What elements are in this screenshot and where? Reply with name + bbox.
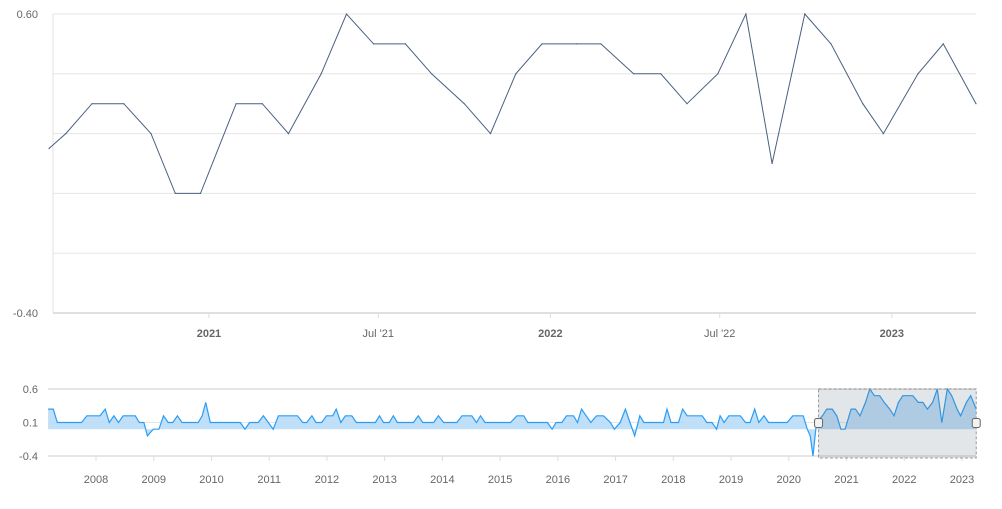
navigator-handle-left[interactable] (814, 418, 824, 428)
navigator-x-tick-label: 2012 (315, 474, 339, 486)
data-point (174, 192, 176, 194)
y-tick-label: -0.40 (13, 308, 38, 320)
navigator-handle-right[interactable] (971, 418, 981, 428)
x-tick-label: 2023 (880, 328, 904, 340)
navigator-x-tick-label: 2009 (141, 474, 165, 486)
navigator-x-tick-label: 2019 (719, 474, 743, 486)
data-point (862, 103, 864, 105)
data-point (942, 43, 944, 45)
navigator-x-tick-label: 2013 (372, 474, 396, 486)
navigator-x-tick-label: 2016 (546, 474, 570, 486)
data-point (600, 43, 602, 45)
navigator-x-tick-label: 2010 (199, 474, 223, 486)
navigator-y-tick-label: -0.4 (19, 451, 38, 463)
data-point (515, 73, 517, 75)
data-point (372, 43, 375, 45)
series-line (48, 12, 977, 194)
x-tick-label: Jul '21 (363, 328, 394, 340)
data-point (463, 103, 465, 105)
data-point (287, 133, 290, 135)
navigator-x-tick-label: 2022 (892, 474, 916, 486)
data-point (123, 103, 125, 105)
data-point (575, 43, 578, 45)
x-tick-label: 2021 (197, 328, 221, 340)
data-point (65, 133, 67, 135)
data-point (686, 103, 688, 105)
data-point (261, 103, 263, 105)
navigator-x-tick-label: 2020 (777, 474, 801, 486)
data-point (745, 13, 747, 15)
data-point (91, 103, 93, 105)
data-point (404, 43, 406, 45)
data-point (489, 133, 492, 135)
data-point (830, 43, 832, 45)
data-point (975, 103, 977, 105)
data-point (804, 13, 806, 15)
navigator-selection[interactable] (818, 388, 977, 459)
data-point (717, 73, 719, 75)
data-point (48, 147, 50, 150)
navigator-x-tick-label: 2015 (488, 474, 512, 486)
navigator-x-tick-label: 2018 (661, 474, 685, 486)
navigator-x-tick-label: 2011 (257, 474, 281, 486)
data-point (150, 133, 152, 135)
data-point (345, 13, 348, 15)
navigator-x-tick-label: 2021 (834, 474, 858, 486)
data-point (320, 73, 322, 75)
x-tick-label: 2022 (538, 328, 562, 340)
data-point (199, 192, 202, 194)
navigator-x-tick-label: 2017 (603, 474, 627, 486)
navigator-x-tick-label: 2008 (84, 474, 108, 486)
navigator-x-tick-label: 2014 (430, 474, 454, 486)
navigator-x-tick-label: 2023 (950, 474, 974, 486)
data-point (430, 73, 433, 75)
data-point (917, 73, 919, 75)
navigator-y-tick-label: 0.1 (23, 418, 38, 430)
data-point (633, 73, 635, 75)
y-tick-label: 0.60 (17, 9, 38, 21)
x-tick-label: Jul '22 (704, 328, 735, 340)
navigator-line (48, 387, 977, 457)
navigator-y-tick-label: 0.6 (23, 384, 38, 396)
navigator-area (48, 389, 977, 456)
data-point (235, 103, 237, 105)
data-point (660, 73, 662, 75)
data-point (882, 133, 884, 135)
data-point (541, 43, 543, 45)
data-point (771, 162, 773, 165)
